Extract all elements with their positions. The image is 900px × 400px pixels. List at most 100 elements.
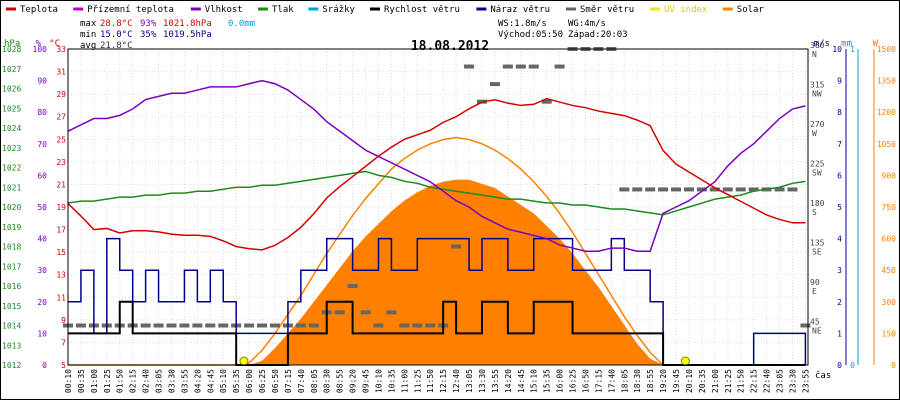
x-tick-label: 10:35 bbox=[387, 369, 396, 393]
axis-tick-label: 750 bbox=[882, 203, 897, 212]
axis-tick-label: 1015 bbox=[2, 302, 21, 311]
axis-dir-card: N bbox=[812, 50, 817, 59]
axis-dir-deg: 135 bbox=[810, 239, 825, 248]
wind-direction-mark bbox=[140, 323, 151, 328]
wind-direction-mark bbox=[722, 187, 733, 192]
axis-tick-label: 6 bbox=[837, 171, 842, 180]
series-humidity bbox=[67, 79, 806, 252]
wind-direction-mark bbox=[464, 64, 475, 69]
wind-direction-mark bbox=[696, 187, 707, 192]
wind-direction-mark bbox=[671, 187, 682, 192]
axis-tick-label: 21 bbox=[56, 180, 66, 189]
plot-frame bbox=[67, 48, 809, 366]
x-tick-label: 09:20 bbox=[349, 369, 358, 393]
legend-label: Solar bbox=[737, 5, 765, 15]
wind-direction-mark bbox=[269, 323, 280, 328]
wind-direction-mark bbox=[153, 323, 164, 328]
axis-tick-label: 1200 bbox=[877, 108, 896, 117]
x-tick-label: 11:25 bbox=[413, 369, 422, 393]
x-tick-label: 06:25 bbox=[258, 369, 267, 393]
axis-dir-card: NW bbox=[812, 90, 822, 99]
axis-tick-label: 7 bbox=[837, 140, 842, 149]
axis-tick-label: 17 bbox=[56, 226, 66, 235]
axis-unit: m/s bbox=[814, 39, 830, 49]
wind-direction-mark bbox=[399, 323, 410, 328]
x-tick-label: 00:35 bbox=[77, 369, 86, 393]
axis-tick-label: 9 bbox=[61, 316, 66, 325]
wind-direction-mark bbox=[774, 187, 785, 192]
wind-direction-mark bbox=[244, 323, 255, 328]
stat-min-press: 1019.5hPa bbox=[163, 30, 212, 40]
axis-tick-label: 1016 bbox=[2, 282, 21, 291]
axis-dir-deg: 225 bbox=[810, 160, 825, 169]
axis-tick-label: 50 bbox=[37, 203, 47, 212]
legend-item-humidity: Vlhkost bbox=[190, 5, 243, 15]
wind-direction-mark bbox=[75, 323, 86, 328]
wind-direction-mark bbox=[308, 323, 319, 328]
legend-label: Srážky bbox=[322, 5, 355, 15]
x-tick-label: 12:40 bbox=[452, 369, 461, 393]
wind-direction-mark bbox=[709, 187, 720, 192]
sunset-time: Západ:20:03 bbox=[568, 30, 628, 40]
x-tick-label: 17:15 bbox=[594, 369, 603, 393]
axis-tick-label: 1 bbox=[850, 45, 855, 54]
axis-tick-label: 1350 bbox=[877, 77, 896, 86]
axis-tick-label: 1500 bbox=[877, 45, 896, 54]
x-tick-label: 13:55 bbox=[491, 369, 500, 393]
axis-tick-label: 1021 bbox=[2, 183, 21, 192]
x-tick-label: 16:50 bbox=[581, 369, 590, 393]
x-tick-label: 03:55 bbox=[180, 369, 189, 393]
axis-tick-label: 90 bbox=[37, 77, 47, 86]
axis-rain: mm 0 1 bbox=[841, 39, 855, 370]
axis-tick-label: 0 bbox=[837, 361, 842, 370]
axis-unit: °C bbox=[49, 39, 60, 49]
wind-direction-mark bbox=[787, 187, 798, 192]
x-tick-label: 04:45 bbox=[206, 369, 215, 393]
wind-direction-mark bbox=[360, 310, 371, 315]
axis-tick-label: 1028 bbox=[2, 45, 21, 54]
axis-tick-label: 1020 bbox=[2, 203, 21, 212]
sunset-marker bbox=[680, 356, 690, 366]
chart-title: 18.08.2012 bbox=[411, 39, 489, 54]
axis-tick-label: 1027 bbox=[2, 65, 21, 74]
x-tick-label: 10:10 bbox=[374, 369, 383, 393]
axis-tick-label: 19 bbox=[56, 203, 66, 212]
wind-direction-mark bbox=[412, 323, 423, 328]
x-tick-label: 13:05 bbox=[465, 369, 474, 393]
x-tick-label: 08:05 bbox=[310, 369, 319, 393]
x-tick-label: 19:45 bbox=[672, 369, 681, 393]
wind-direction-mark bbox=[451, 244, 462, 249]
axis-tick-label: 10 bbox=[832, 45, 842, 54]
x-tick-label: 16:25 bbox=[569, 369, 578, 393]
wind-direction-mark bbox=[800, 323, 811, 328]
legend-item-solar: Solar bbox=[722, 5, 765, 15]
stat-min-label: min bbox=[80, 30, 96, 40]
axis-tick-label: 100 bbox=[33, 45, 48, 54]
x-tick-label: 15:35 bbox=[543, 369, 552, 393]
x-tick-label: 23:05 bbox=[776, 369, 785, 393]
sunrise-marker bbox=[239, 356, 249, 366]
axis-tick-label: 1014 bbox=[2, 322, 21, 331]
wind-direction-mark bbox=[386, 310, 397, 315]
axis-tick-label: 0 bbox=[891, 361, 896, 370]
x-tick-label: 17:40 bbox=[607, 369, 616, 393]
stats-block: max 28.8°C 93% 1021.8hPa 0.0mm min 15.0°… bbox=[80, 19, 255, 51]
wind-direction-mark bbox=[192, 323, 203, 328]
axis-tick-label: 15 bbox=[56, 248, 66, 257]
axis-dir-deg: 360 bbox=[810, 41, 825, 50]
stat-max-hum: 93% bbox=[140, 19, 157, 29]
axis-tick-label: 25 bbox=[56, 135, 66, 144]
wind-direction-mark bbox=[632, 187, 643, 192]
legend-label: Tlak bbox=[272, 5, 294, 15]
wind-direction-mark bbox=[489, 82, 500, 87]
x-tick-label: 18:55 bbox=[646, 369, 655, 393]
axis-dir-deg: 90 bbox=[810, 278, 820, 287]
x-tick-label: 16:00 bbox=[556, 369, 565, 393]
axis-unit: mm bbox=[841, 39, 852, 49]
axis-tick-label: 11 bbox=[56, 293, 66, 302]
axis-tick-label: 600 bbox=[882, 235, 897, 244]
axis-dir-deg: 270 bbox=[810, 120, 825, 129]
x-tick-label: 03:05 bbox=[155, 369, 164, 393]
legend-label: UV index bbox=[664, 5, 708, 15]
wind-direction-mark bbox=[502, 64, 513, 69]
